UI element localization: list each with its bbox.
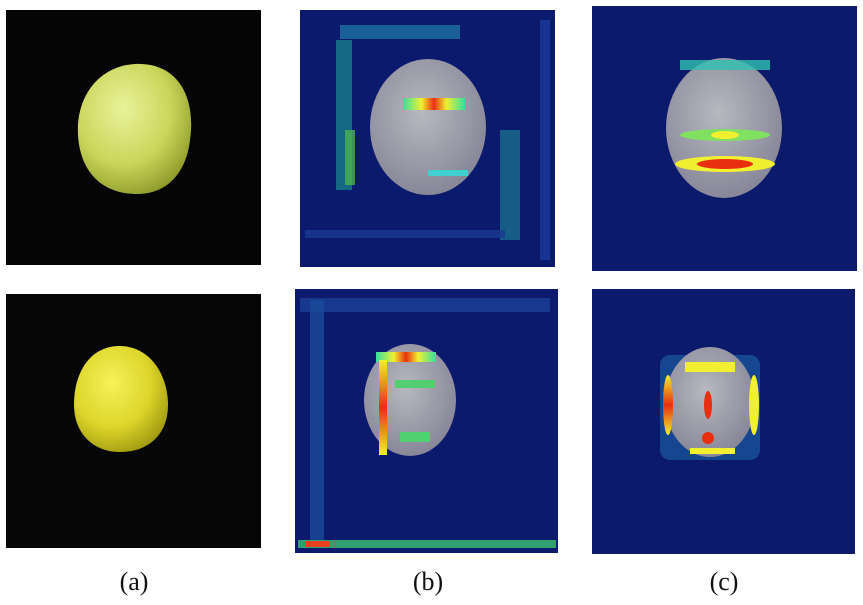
heatmap-b-bottom (295, 289, 558, 553)
caption: (a) (120, 567, 149, 596)
heatmap-b-top (300, 10, 555, 267)
photo-a-top (6, 10, 261, 265)
heatmap-c-bottom (592, 289, 855, 554)
caption: (c) (710, 567, 739, 596)
photo-a-bottom (6, 294, 261, 548)
heatmap-c-top (592, 6, 857, 271)
caption: (b) (413, 567, 443, 596)
